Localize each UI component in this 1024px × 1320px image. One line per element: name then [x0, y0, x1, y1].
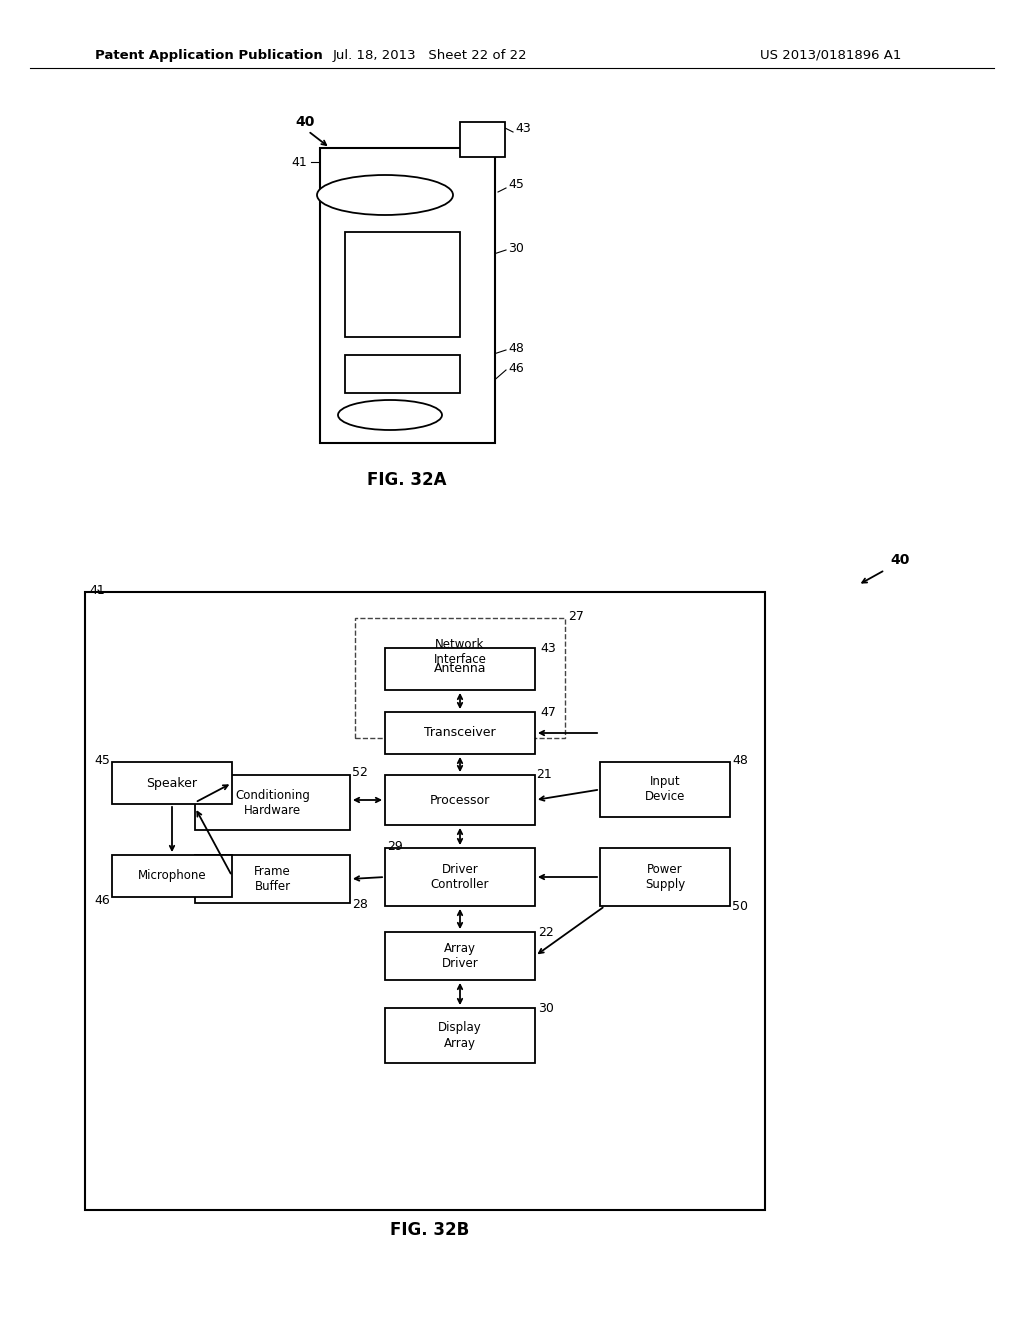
Text: 48: 48: [508, 342, 524, 355]
Text: 52: 52: [352, 767, 368, 780]
Text: Input
Device: Input Device: [645, 776, 685, 804]
Text: Array
Driver: Array Driver: [441, 942, 478, 970]
Text: Conditioning
Hardware: Conditioning Hardware: [236, 788, 310, 817]
Text: Jul. 18, 2013   Sheet 22 of 22: Jul. 18, 2013 Sheet 22 of 22: [333, 49, 527, 62]
Bar: [195, 855, 350, 903]
Bar: [600, 762, 730, 817]
Bar: [85, 591, 765, 1210]
Bar: [112, 855, 232, 898]
Text: 28: 28: [352, 899, 368, 912]
Bar: [385, 847, 535, 906]
Text: Power
Supply: Power Supply: [645, 863, 685, 891]
Bar: [319, 148, 495, 444]
Text: 47: 47: [540, 705, 556, 718]
Text: FIG. 32B: FIG. 32B: [390, 1221, 470, 1239]
Text: 48: 48: [732, 754, 748, 767]
Text: 45: 45: [94, 754, 110, 767]
Bar: [345, 232, 460, 337]
Text: 46: 46: [94, 894, 110, 907]
Bar: [385, 648, 535, 690]
Text: Speaker: Speaker: [146, 776, 198, 789]
Bar: [112, 762, 232, 804]
Text: Driver
Controller: Driver Controller: [431, 863, 489, 891]
Text: Frame
Buffer: Frame Buffer: [254, 865, 291, 894]
Bar: [385, 775, 535, 825]
Ellipse shape: [317, 176, 453, 215]
Text: Network
Interface: Network Interface: [433, 638, 486, 667]
Text: 29: 29: [387, 841, 402, 854]
Text: Patent Application Publication: Patent Application Publication: [95, 49, 323, 62]
Text: 21: 21: [536, 768, 552, 781]
Text: 43: 43: [515, 121, 530, 135]
Text: Processor: Processor: [430, 793, 490, 807]
Bar: [195, 775, 350, 830]
Text: 43: 43: [540, 642, 556, 655]
Bar: [600, 847, 730, 906]
Bar: [345, 355, 460, 393]
Ellipse shape: [338, 400, 442, 430]
Bar: [460, 121, 505, 157]
Text: 45: 45: [508, 178, 524, 191]
Text: 30: 30: [538, 1002, 554, 1015]
Text: 22: 22: [538, 925, 554, 939]
Bar: [385, 932, 535, 979]
Text: Microphone: Microphone: [137, 870, 206, 883]
Bar: [385, 711, 535, 754]
Text: FIG. 32A: FIG. 32A: [368, 471, 446, 488]
Bar: [385, 1008, 535, 1063]
Text: 50: 50: [732, 899, 748, 912]
Text: US 2013/0181896 A1: US 2013/0181896 A1: [760, 49, 901, 62]
Text: Display
Array: Display Array: [438, 1022, 482, 1049]
Text: Transceiver: Transceiver: [424, 726, 496, 739]
Text: 46: 46: [508, 362, 523, 375]
Text: 41: 41: [291, 156, 307, 169]
Bar: [355, 618, 565, 738]
Text: 30: 30: [508, 242, 524, 255]
Text: Antenna: Antenna: [434, 663, 486, 676]
Text: 27: 27: [568, 610, 584, 623]
Text: 40: 40: [295, 115, 314, 129]
Text: 40: 40: [890, 553, 909, 568]
Text: 41: 41: [89, 583, 104, 597]
